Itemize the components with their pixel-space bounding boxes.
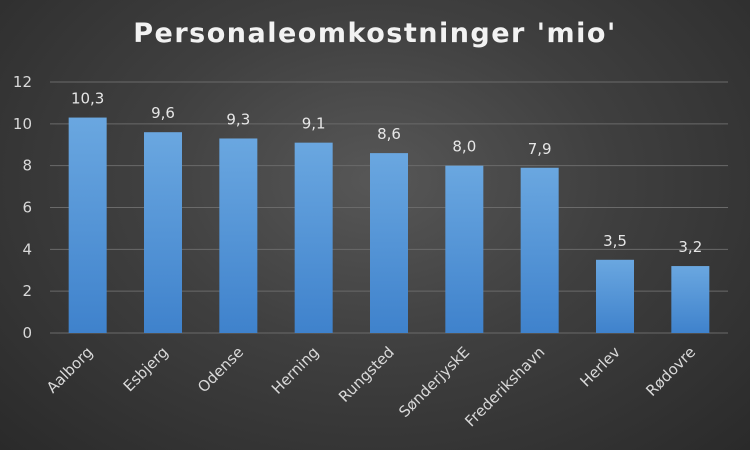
bar-frederikshavn — [520, 167, 559, 333]
bar-herning — [294, 142, 333, 333]
data-label: 9,3 — [226, 110, 250, 128]
y-tick-label: 2 — [22, 282, 32, 300]
bar-rungsted — [370, 153, 408, 333]
bar-herlev — [596, 259, 634, 333]
x-tick-label: Frederikshavn — [461, 343, 548, 430]
bar-rødovre — [671, 266, 710, 333]
data-label: 8,0 — [452, 138, 476, 156]
x-tick-label: Herlev — [576, 343, 623, 390]
y-tick-label: 12 — [13, 73, 32, 91]
bars — [68, 117, 710, 333]
x-tick-label: Rungsted — [335, 343, 398, 406]
x-tick-label: Rødovre — [642, 343, 699, 400]
y-tick-label: 4 — [22, 240, 32, 258]
x-tick-label: SønderjyskE — [395, 343, 473, 421]
bar-sønderjyske — [445, 165, 484, 333]
data-label: 3,5 — [603, 232, 627, 250]
data-labels: 10,3 9,6 9,3 9,1 8,6 8,0 7,9 3,5 3,2 — [71, 90, 702, 257]
x-axis-tick-labels: Aalborg Esbjerg Odense Herning RungstedSønde… — [43, 343, 699, 430]
y-tick-label: 6 — [22, 199, 32, 217]
x-tick-label: Esbjerg — [120, 343, 172, 395]
x-tick-label: Herning — [268, 343, 323, 398]
chart-title: Personaleomkostninger 'mio' — [133, 18, 617, 49]
y-tick-label: 10 — [13, 115, 32, 133]
x-tick-label: Aalborg — [43, 343, 97, 397]
data-label: 9,1 — [302, 115, 326, 133]
y-axis-tick-labels: 0 2 4 6 8 10 12 — [13, 73, 32, 342]
bar-aalborg — [68, 117, 107, 333]
data-label: 8,6 — [377, 125, 401, 143]
bar-esbjerg — [144, 132, 182, 333]
x-tick-label: Odense — [194, 343, 247, 396]
y-tick-label: 0 — [22, 324, 32, 342]
data-label: 7,9 — [528, 140, 552, 158]
data-label: 9,6 — [151, 104, 175, 122]
data-label: 3,2 — [678, 238, 702, 256]
data-label: 10,3 — [71, 90, 104, 108]
y-tick-label: 8 — [22, 157, 32, 175]
bar-odense — [219, 138, 258, 333]
